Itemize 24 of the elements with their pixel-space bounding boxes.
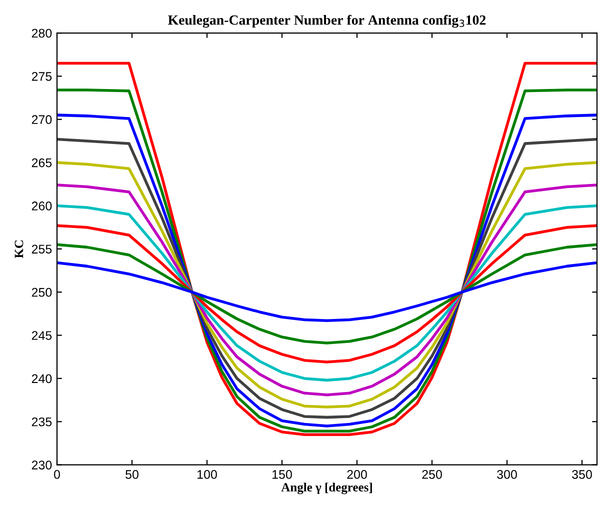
y-tick-label: 255 (32, 244, 52, 254)
line-series (57, 204, 597, 382)
y-tick-label: 275 (32, 72, 52, 81)
y-tick-label: 270 (32, 115, 52, 124)
x-tick-label: 300 (497, 470, 517, 479)
x-tick-label: 150 (272, 470, 292, 479)
x-tick-label: 350 (572, 470, 592, 479)
x-tick-label: 50 (126, 470, 138, 479)
y-tick-label: 240 (32, 374, 52, 384)
y-tick-label: 280 (32, 28, 52, 38)
y-axis-title: KC (14, 240, 24, 258)
x-tick-label: 100 (198, 470, 217, 479)
y-tick-label: 245 (32, 331, 52, 340)
y-tick-label: 260 (32, 202, 52, 210)
y-tick-label: 235 (32, 417, 52, 426)
y-tick-label: 230 (32, 460, 52, 470)
line-series (57, 224, 597, 364)
x-tick-label: 250 (422, 470, 442, 479)
x-tick-label: 0 (54, 470, 60, 479)
y-tick-label: 265 (32, 158, 52, 168)
x-axis-title: Angle γ [degrees] (281, 482, 372, 494)
x-tick-label: 200 (347, 470, 367, 479)
chart-title: Keulegan-Carpenter Number for Antenna config$_{3}$102 (168, 14, 486, 28)
y-tick-label: 250 (32, 288, 52, 297)
